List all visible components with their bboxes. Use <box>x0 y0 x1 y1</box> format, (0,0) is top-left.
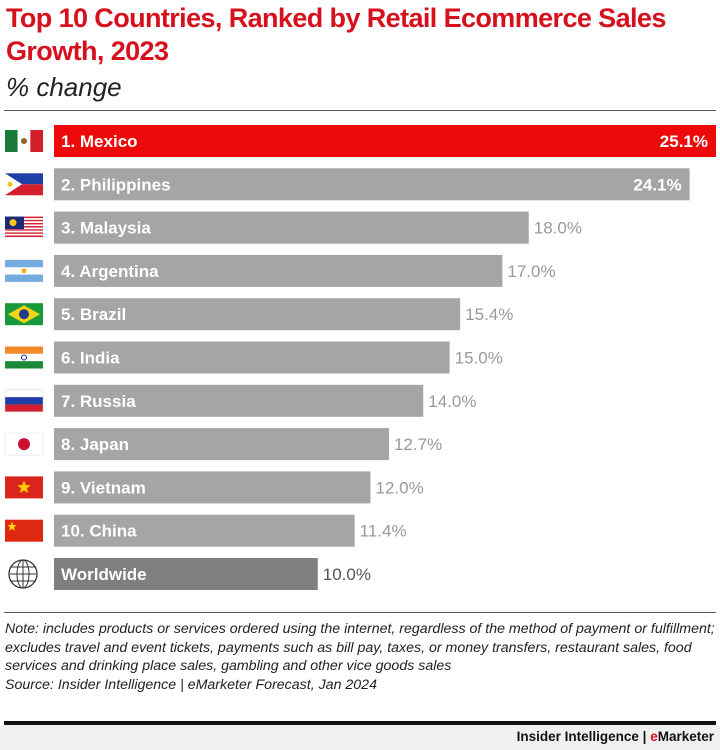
mexico-flag <box>5 130 43 152</box>
value-label: 15.0% <box>455 349 503 368</box>
value-label: 12.0% <box>375 478 423 497</box>
china-flag <box>5 519 43 542</box>
bar-4 <box>54 254 503 287</box>
japan-flag <box>4 432 44 456</box>
bar-7 <box>54 384 424 417</box>
chart-note: Note: includes products or services orde… <box>5 620 717 694</box>
category-label: 9. Vietnam <box>61 478 146 497</box>
footer: Insider Intelligence | eMarketer <box>0 725 720 750</box>
bar-10 <box>54 514 355 547</box>
bar-8 <box>54 428 389 461</box>
argentina-flag <box>5 259 43 282</box>
bar-11 <box>54 558 318 590</box>
bar-5 <box>54 298 461 331</box>
russia-flag <box>4 389 44 413</box>
category-label: 1. Mexico <box>61 132 138 151</box>
malaysia-flag <box>5 216 43 239</box>
philippines-flag <box>5 173 43 196</box>
category-label: 7. Russia <box>61 392 136 411</box>
value-label: 12.7% <box>394 435 442 454</box>
value-label: 15.4% <box>465 305 513 324</box>
top-divider <box>4 110 716 111</box>
category-label: 5. Brazil <box>61 305 126 324</box>
brand-logo: Insider Intelligence | eMarketer <box>516 729 714 744</box>
value-label: 24.1% <box>633 175 681 194</box>
value-label: 18.0% <box>534 219 582 238</box>
footer-divider <box>4 721 716 725</box>
chart-subtitle: % change <box>6 72 122 102</box>
category-label: 10. China <box>61 522 137 541</box>
value-label: 14.0% <box>428 392 476 411</box>
chart-title: Top 10 Countries, Ranked by Retail Ecomm… <box>6 3 666 66</box>
category-label: 6. India <box>61 349 120 368</box>
vietnam-flag <box>5 476 43 499</box>
value-label: 17.0% <box>507 262 555 281</box>
india-flag <box>5 346 43 369</box>
value-label: 11.4% <box>360 522 407 541</box>
category-label: 8. Japan <box>61 435 129 454</box>
note-text: Note: includes products or services orde… <box>5 621 715 674</box>
brazil-flag <box>5 303 43 326</box>
category-label: 4. Argentina <box>61 262 159 281</box>
bar-2 <box>54 168 690 201</box>
bar-1 <box>54 125 716 157</box>
source-text: Source: Insider Intelligence | eMarketer… <box>5 676 377 693</box>
bar-3 <box>54 211 529 244</box>
category-label: 3. Malaysia <box>61 219 151 238</box>
value-label: 25.1% <box>660 132 708 151</box>
category-label: Worldwide <box>61 565 147 584</box>
note-divider <box>4 612 716 613</box>
globe-icon <box>8 559 38 589</box>
bar-6 <box>54 341 450 374</box>
category-label: 2. Philippines <box>61 175 171 194</box>
value-label: 10.0% <box>323 565 371 584</box>
bar-9 <box>54 471 371 504</box>
